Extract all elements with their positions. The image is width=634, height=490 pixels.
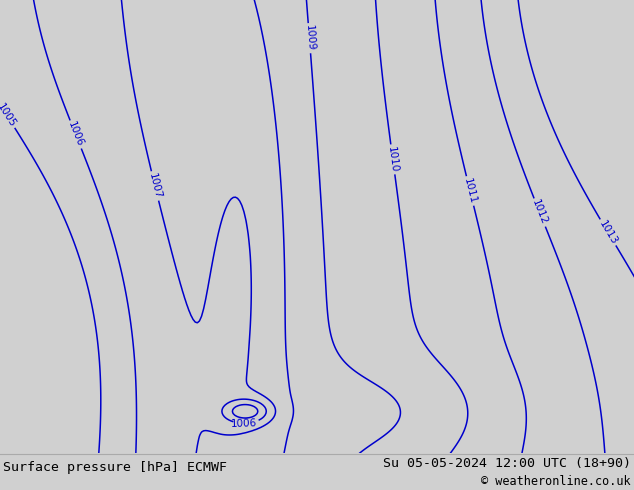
Text: 1010: 1010: [386, 146, 399, 173]
Text: 1006: 1006: [231, 418, 257, 429]
Text: Surface pressure [hPa] ECMWF: Surface pressure [hPa] ECMWF: [3, 461, 227, 474]
Text: 1011: 1011: [462, 177, 478, 205]
Text: 1007: 1007: [147, 172, 163, 200]
Text: 1005: 1005: [0, 101, 18, 129]
Text: 1009: 1009: [304, 24, 315, 51]
Text: 1006: 1006: [66, 121, 85, 148]
Text: Su 05-05-2024 12:00 UTC (18+90): Su 05-05-2024 12:00 UTC (18+90): [383, 457, 631, 470]
Text: 1013: 1013: [597, 219, 619, 246]
Text: 1012: 1012: [530, 198, 549, 226]
Text: © weatheronline.co.uk: © weatheronline.co.uk: [481, 475, 631, 489]
